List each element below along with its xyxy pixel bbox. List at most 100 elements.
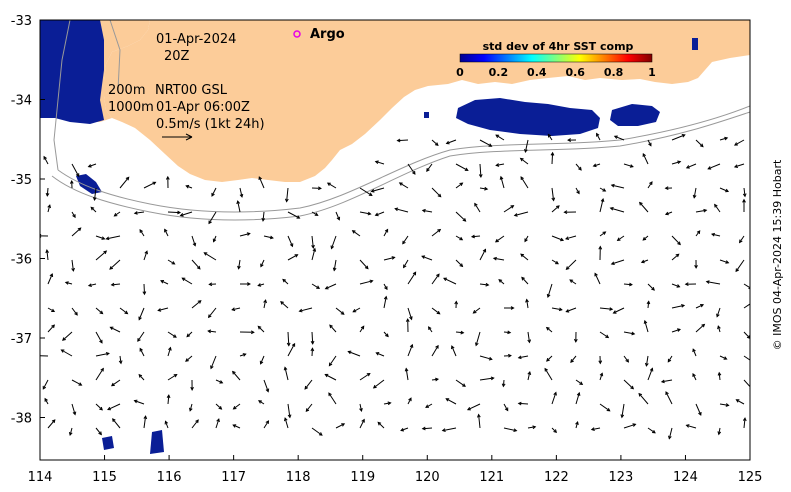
current-vector — [160, 280, 169, 285]
current-vector — [325, 283, 337, 290]
current-vector-head — [369, 279, 374, 284]
current-vector — [335, 423, 345, 429]
current-vector-head — [629, 164, 634, 168]
current-vector — [375, 211, 385, 216]
current-vector — [421, 255, 433, 261]
current-vector — [62, 331, 73, 341]
current-vector — [262, 211, 265, 221]
current-vector — [260, 259, 265, 267]
current-vector-head — [638, 392, 643, 397]
current-vector — [714, 204, 721, 213]
current-vector — [119, 355, 122, 364]
current-vector — [232, 424, 241, 429]
current-vector — [667, 355, 673, 363]
current-vector-head — [485, 282, 490, 287]
current-vector — [599, 307, 613, 310]
current-vector-head — [435, 377, 440, 382]
current-vector — [455, 235, 463, 241]
current-vector — [623, 283, 632, 286]
argo-marker-icon — [293, 30, 301, 38]
current-vector — [167, 347, 171, 357]
current-vector-head — [326, 182, 331, 186]
current-vector — [570, 355, 577, 363]
current-vector — [551, 205, 560, 213]
current-vector — [260, 355, 265, 364]
current-vector — [138, 307, 145, 320]
current-vector-head — [642, 152, 646, 157]
current-vector-head — [75, 173, 80, 178]
current-vector — [258, 176, 265, 189]
current-vector — [95, 352, 109, 357]
sst-patch-small-3 — [150, 430, 164, 454]
current-vector-head — [138, 316, 142, 321]
current-vector — [431, 139, 439, 146]
current-vector-head — [664, 211, 669, 216]
current-vector-head — [305, 408, 310, 413]
current-vector — [383, 229, 389, 237]
current-vector-head — [725, 188, 730, 193]
current-vector-head — [172, 334, 177, 338]
current-vector-head — [563, 210, 568, 215]
current-vector — [686, 424, 697, 429]
current-vector-head — [384, 286, 388, 291]
current-vector-head — [250, 330, 255, 335]
current-vector-head — [101, 236, 106, 240]
current-vector-head — [403, 264, 407, 269]
current-vector — [134, 211, 145, 214]
current-vector-head — [640, 259, 645, 264]
current-vector — [239, 233, 250, 237]
current-vector-head — [258, 176, 263, 181]
current-vector — [671, 253, 680, 261]
current-vector-head — [294, 254, 299, 258]
current-vector — [311, 211, 318, 216]
current-vector — [191, 259, 201, 270]
current-vector-head — [51, 419, 56, 424]
current-vector-head — [412, 271, 417, 276]
current-vector-head — [207, 314, 212, 319]
current-vector — [359, 211, 371, 215]
current-vector-head — [332, 267, 337, 272]
current-vector-head — [139, 347, 143, 352]
current-vector-head — [87, 164, 92, 168]
current-vector — [743, 303, 750, 309]
current-vector-head — [723, 356, 728, 360]
current-vector-head — [546, 293, 551, 298]
current-vector-head — [409, 316, 413, 321]
current-vector — [180, 211, 193, 217]
current-vector — [359, 280, 373, 285]
current-vector — [95, 427, 102, 435]
current-vector — [403, 259, 409, 268]
current-vector — [473, 307, 481, 314]
current-vector — [165, 421, 169, 429]
current-vector — [695, 230, 701, 237]
current-vector-head — [616, 237, 621, 241]
current-vector — [671, 134, 685, 141]
current-vector — [575, 379, 583, 385]
current-vector — [359, 373, 371, 381]
current-vector-head — [478, 174, 483, 179]
current-vector-head — [374, 212, 379, 217]
x-tick-label: 115 — [92, 470, 117, 485]
current-vector-head — [164, 420, 169, 425]
current-vector — [546, 355, 553, 362]
current-vector-head — [628, 282, 633, 287]
current-vector — [623, 379, 634, 390]
current-vector-head — [391, 256, 396, 260]
current-vector-head — [519, 157, 524, 162]
current-vector — [613, 307, 625, 314]
current-vector-head — [507, 353, 512, 358]
current-vector-head — [631, 331, 636, 336]
current-vector — [47, 307, 55, 312]
current-vector — [623, 423, 636, 429]
current-vector — [107, 403, 121, 411]
current-vector-head — [192, 242, 197, 247]
current-vector — [164, 229, 169, 237]
current-vector — [134, 400, 145, 405]
current-vector-head — [606, 407, 611, 412]
current-vector — [671, 235, 681, 245]
current-vector — [167, 374, 177, 381]
current-vector — [671, 161, 681, 165]
current-vector-head — [464, 167, 469, 171]
current-vector-head — [78, 382, 83, 386]
current-vector-head — [710, 232, 716, 237]
